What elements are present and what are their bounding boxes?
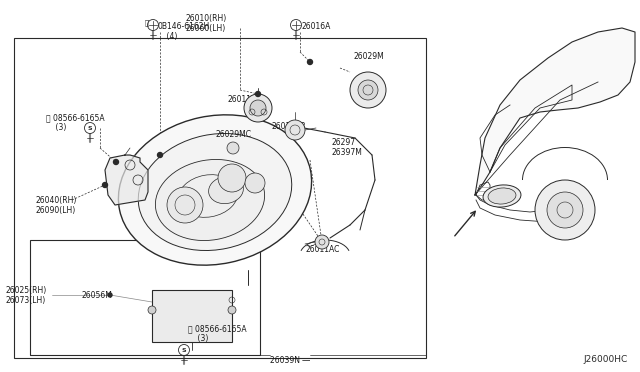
Bar bbox=[30, 240, 260, 355]
Ellipse shape bbox=[118, 115, 312, 265]
Bar bbox=[152, 290, 232, 342]
Circle shape bbox=[228, 306, 236, 314]
Ellipse shape bbox=[483, 185, 521, 207]
Text: Ⓑ: Ⓑ bbox=[145, 20, 149, 26]
Text: 26056M: 26056M bbox=[82, 291, 113, 300]
Text: 26029M: 26029M bbox=[353, 52, 384, 61]
Text: 0B146-6162H
    (4): 0B146-6162H (4) bbox=[157, 22, 209, 41]
Circle shape bbox=[148, 306, 156, 314]
Bar bbox=[14, 38, 426, 358]
Text: 26011AC: 26011AC bbox=[306, 245, 340, 254]
Text: S: S bbox=[182, 347, 186, 353]
Circle shape bbox=[307, 60, 312, 64]
Circle shape bbox=[157, 153, 163, 157]
Text: 26029MC: 26029MC bbox=[215, 130, 251, 139]
Circle shape bbox=[244, 94, 272, 122]
Text: 26025(RH)
26073(LH): 26025(RH) 26073(LH) bbox=[6, 286, 47, 305]
Text: 26040(RH)
26090(LH): 26040(RH) 26090(LH) bbox=[36, 196, 77, 215]
Text: 26010(RH)
26060(LH): 26010(RH) 26060(LH) bbox=[186, 14, 227, 33]
Text: 26039N ―: 26039N ― bbox=[270, 356, 310, 365]
Ellipse shape bbox=[138, 134, 292, 250]
Circle shape bbox=[218, 164, 246, 192]
Text: Ⓢ 08566-6165A
    (3): Ⓢ 08566-6165A (3) bbox=[188, 324, 246, 343]
Text: 26297
26397M: 26297 26397M bbox=[332, 138, 363, 157]
Circle shape bbox=[547, 192, 583, 228]
Circle shape bbox=[245, 173, 265, 193]
Text: 26016A: 26016A bbox=[302, 22, 332, 31]
Polygon shape bbox=[105, 155, 148, 205]
Circle shape bbox=[358, 80, 378, 100]
Polygon shape bbox=[475, 28, 635, 195]
Circle shape bbox=[167, 187, 203, 223]
Ellipse shape bbox=[156, 160, 264, 241]
Circle shape bbox=[350, 72, 386, 108]
Circle shape bbox=[535, 180, 595, 240]
Circle shape bbox=[285, 120, 305, 140]
Text: J26000HC: J26000HC bbox=[584, 355, 628, 364]
Ellipse shape bbox=[488, 188, 516, 204]
Circle shape bbox=[102, 183, 108, 187]
Circle shape bbox=[255, 92, 260, 96]
Circle shape bbox=[250, 100, 266, 116]
Text: Ⓢ 08566-6165A
    (3): Ⓢ 08566-6165A (3) bbox=[46, 113, 104, 132]
Text: 26011AA: 26011AA bbox=[228, 95, 263, 104]
Circle shape bbox=[227, 142, 239, 154]
Circle shape bbox=[315, 235, 329, 249]
Text: 26011AB: 26011AB bbox=[272, 122, 307, 131]
Circle shape bbox=[108, 293, 112, 297]
Ellipse shape bbox=[209, 176, 243, 203]
Circle shape bbox=[113, 160, 118, 164]
Text: S: S bbox=[88, 125, 92, 131]
